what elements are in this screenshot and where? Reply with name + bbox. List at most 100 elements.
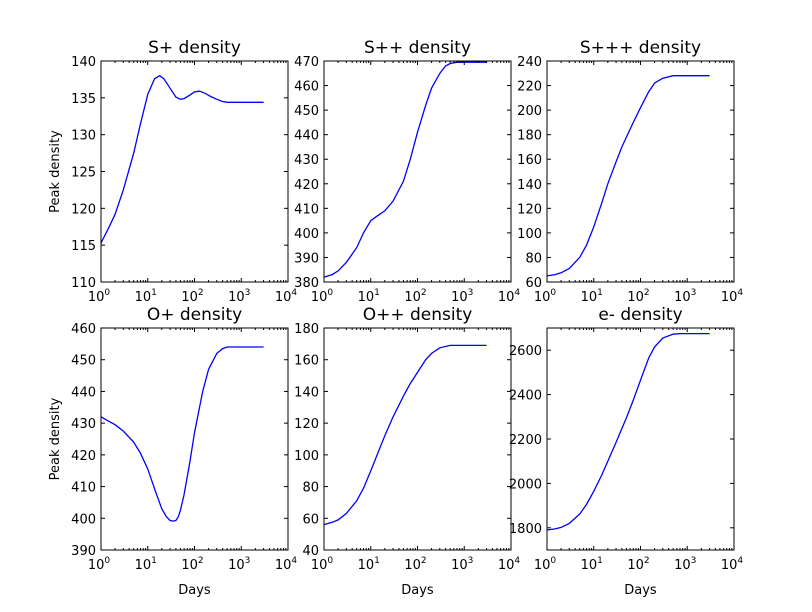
subplot-3: 100 101 102 103 104 60 80 100 120 140 160 180 200 220… [517, 38, 743, 305]
y-axis-label: Peak density [48, 130, 63, 213]
y-tick-label: 120 [517, 202, 542, 217]
x-tick-label: 102 [404, 288, 426, 305]
x-tick-label: 104 [275, 288, 298, 305]
y-tick-label: 430 [71, 417, 96, 432]
x-axis-label: Days [401, 583, 434, 598]
x-tick-label: 103 [451, 556, 473, 573]
panel-title: S+ density [148, 38, 241, 58]
x-tick-label: 104 [721, 556, 744, 573]
x-axis-label: Days [178, 583, 211, 598]
y-tick-label: 160 [517, 153, 542, 168]
y-tick-label: 380 [294, 276, 319, 291]
x-tick-label: 101 [581, 556, 603, 573]
y-tick-label: 410 [71, 481, 96, 496]
panel-title: S+++ density [580, 38, 701, 58]
x-tick-label: 100 [311, 288, 334, 305]
y-tick-label: 460 [71, 322, 96, 337]
y-tick-label: 420 [71, 449, 96, 464]
y-tick-label: 460 [294, 80, 319, 95]
x-tick-label: 100 [534, 288, 557, 305]
y-tick-label: 450 [294, 104, 319, 119]
y-tick-label: 390 [71, 544, 96, 559]
y-tick-label: 130 [71, 129, 96, 144]
y-tick-label: 2200 [509, 433, 542, 448]
subplot-1: 100 101 102 103 104 110 115 120 125 130 135 140 S+ d… [48, 38, 297, 305]
subplot-6: 100 101 102 103 104 1800 2000 2200 2400 2600 e- de… [509, 305, 744, 598]
x-tick-label: 104 [498, 288, 521, 305]
x-tick-label: 102 [181, 556, 203, 573]
panel-title: e- density [598, 305, 682, 325]
y-tick-label: 120 [294, 417, 319, 432]
y-tick-label: 220 [517, 80, 542, 95]
x-tick-label: 104 [721, 288, 744, 305]
x-tick-label: 102 [627, 288, 649, 305]
axes-frame [100, 327, 289, 551]
y-tick-label: 40 [302, 544, 319, 559]
series-line [323, 344, 487, 526]
y-tick-label: 420 [294, 178, 319, 193]
y-tick-label: 390 [294, 251, 319, 266]
panel-title: O+ density [147, 305, 242, 325]
y-tick-label: 440 [71, 385, 96, 400]
series-line [323, 61, 487, 278]
y-tick-label: 240 [517, 55, 542, 70]
y-tick-label: 115 [71, 239, 96, 254]
y-tick-label: 440 [294, 129, 319, 144]
x-tick-label: 101 [135, 288, 157, 305]
y-tick-label: 2400 [509, 389, 542, 404]
x-tick-label: 102 [627, 556, 649, 573]
y-tick-label: 200 [517, 104, 542, 119]
y-tick-label: 100 [517, 227, 542, 242]
series-line [100, 74, 264, 244]
y-tick-label: 140 [71, 55, 96, 70]
y-tick-label: 125 [71, 166, 96, 181]
subplot-4: 100 101 102 103 104 390 400 410 420 430 440 450 460 O… [48, 305, 297, 598]
x-tick-label: 104 [275, 556, 298, 573]
x-tick-label: 100 [534, 556, 557, 573]
y-tick-label: 80 [302, 481, 319, 496]
x-tick-label: 101 [135, 556, 157, 573]
subplot-2: 100 101 102 103 104 380 390 400 410 420 430 440 450 4… [294, 38, 520, 305]
x-tick-label: 103 [674, 556, 696, 573]
y-tick-label: 470 [294, 55, 319, 70]
y-tick-label: 140 [294, 385, 319, 400]
y-tick-label: 180 [517, 129, 542, 144]
y-tick-label: 110 [71, 276, 96, 291]
y-tick-label: 80 [525, 251, 542, 266]
axes-frame [323, 327, 512, 551]
x-tick-label: 104 [498, 556, 521, 573]
y-tick-label: 140 [517, 178, 542, 193]
x-tick-label: 102 [404, 556, 426, 573]
y-tick-label: 60 [525, 276, 542, 291]
x-tick-label: 103 [674, 288, 696, 305]
series-line [546, 75, 710, 277]
x-tick-label: 103 [228, 556, 250, 573]
x-tick-label: 101 [581, 288, 603, 305]
axes-frame [323, 60, 512, 283]
x-tick-label: 100 [88, 556, 111, 573]
y-tick-label: 2600 [509, 344, 542, 359]
x-tick-label: 100 [311, 556, 334, 573]
x-tick-label: 101 [358, 556, 380, 573]
series-line [100, 346, 264, 522]
y-tick-label: 180 [294, 322, 319, 337]
x-tick-label: 101 [358, 288, 380, 305]
axes-frame [546, 60, 735, 283]
series-line [546, 332, 710, 531]
y-tick-label: 100 [294, 449, 319, 464]
y-tick-label: 1800 [509, 522, 542, 537]
x-tick-label: 100 [88, 288, 111, 305]
x-axis-label: Days [624, 583, 657, 598]
y-tick-label: 410 [294, 202, 319, 217]
y-tick-label: 400 [294, 227, 319, 242]
axes-frame [546, 327, 735, 551]
y-tick-label: 160 [294, 354, 319, 369]
y-tick-label: 60 [302, 512, 319, 527]
y-tick-label: 450 [71, 354, 96, 369]
x-tick-label: 102 [181, 288, 203, 305]
panel-title: O++ density [363, 305, 473, 325]
panel-title: S++ density [364, 38, 471, 58]
subplot-5: 100 101 102 103 104 40 60 80 100 120 140 160 180 O++ … [294, 305, 520, 598]
y-tick-label: 430 [294, 153, 319, 168]
